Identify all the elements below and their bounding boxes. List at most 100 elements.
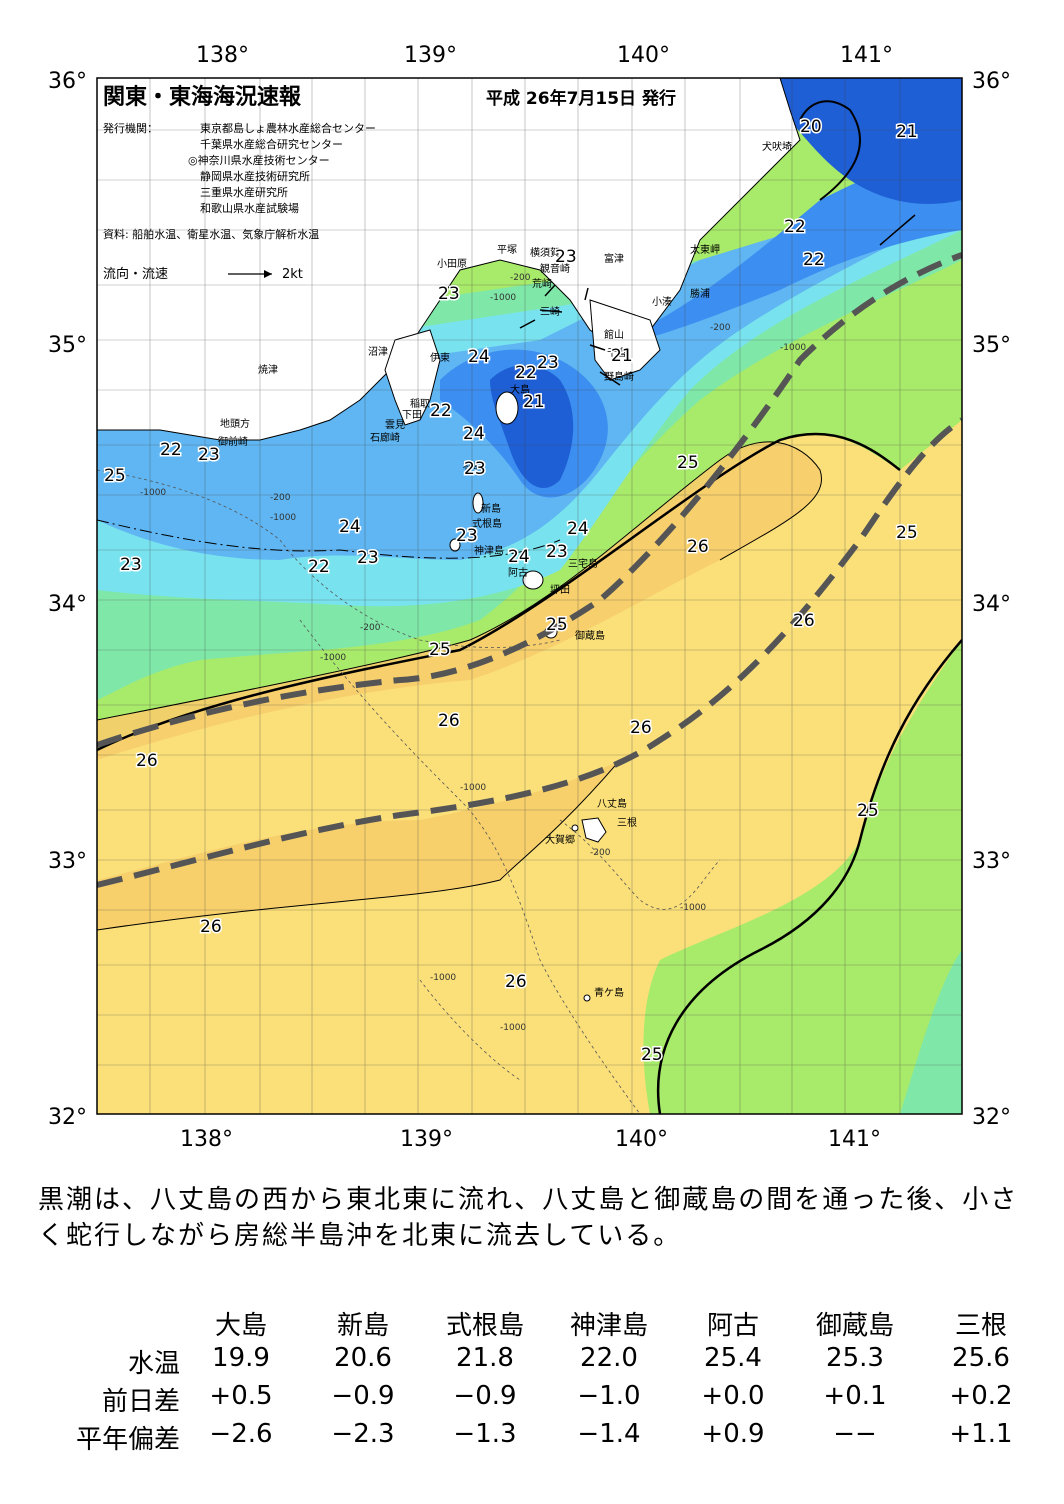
- publisher-6: 和歌山県水産試験場: [200, 201, 299, 215]
- isotherms: [97, 100, 962, 1114]
- table-cell: −−: [833, 1419, 877, 1449]
- svg-text:-1000: -1000: [430, 973, 456, 983]
- place-label: 三宅島: [568, 557, 598, 570]
- svg-text:-1000: -1000: [140, 488, 166, 498]
- isotherm-label: 26: [438, 711, 460, 731]
- place-label: 沼津: [368, 345, 388, 358]
- place-label: 焼津: [258, 364, 278, 376]
- table-cell: +0.1: [823, 1381, 887, 1411]
- svg-text:-1000: -1000: [680, 903, 706, 913]
- issue-date: 平成 26年7月15日 発行: [486, 88, 676, 109]
- arrow-head-icon: [264, 270, 272, 278]
- isotherm-label: 22: [784, 217, 806, 237]
- table-cell: +0.2: [949, 1381, 1013, 1411]
- isotherm-label: 23: [555, 247, 577, 267]
- column-header: 阿古: [706, 1311, 759, 1341]
- place-label: 石廊崎: [370, 431, 400, 444]
- isotherm-label: 21: [523, 392, 545, 412]
- isotherm-label: 22: [160, 440, 182, 460]
- lat-label-left: 35°: [48, 333, 87, 358]
- place-label: 雲見: [385, 419, 405, 431]
- temperature-fill: [97, 78, 962, 1114]
- isotherm-label: 24: [567, 519, 589, 539]
- map-frame: [96, 77, 963, 1115]
- svg-text:-1000: -1000: [320, 653, 346, 663]
- table-cell: −1.3: [453, 1419, 517, 1449]
- place-label: 勝浦: [690, 287, 710, 300]
- place-label: 三根: [617, 816, 637, 829]
- place-label: 御前崎: [218, 435, 248, 448]
- isotherm-label: 26: [505, 972, 527, 992]
- table-cell: −2.3: [331, 1419, 395, 1449]
- isotherm-label: 24: [508, 547, 530, 567]
- table-cell: −0.9: [331, 1381, 395, 1411]
- table-cell: 19.9: [212, 1343, 270, 1373]
- lat-label-right: 32°: [972, 1105, 1011, 1130]
- svg-text:-200: -200: [510, 273, 531, 283]
- isotherm-label: 23: [456, 526, 478, 546]
- isotherm-label: 20: [800, 117, 822, 137]
- table-cell: +0.5: [209, 1381, 273, 1411]
- isotherm-label: 21: [896, 122, 918, 142]
- publisher-2: 千葉県水産総合研究センター: [200, 137, 343, 151]
- flow-legend-scale: 2kt: [282, 267, 303, 282]
- isotherm-label: 24: [468, 347, 490, 367]
- isotherm-label: 22: [308, 557, 330, 577]
- place-label: 坪田: [550, 583, 570, 596]
- svg-text:-1000: -1000: [780, 343, 806, 353]
- svg-text:-200: -200: [590, 848, 611, 858]
- lat-label-right: 34°: [972, 592, 1011, 617]
- place-label: 野島崎: [604, 370, 634, 383]
- isotherm-label: 23: [198, 445, 220, 465]
- place-names: 犬吠埼 太東岬 勝浦 小湊 富津 横須賀 観音崎 平塚 小田原 荒崎 三崎 館山…: [218, 140, 792, 999]
- table-cell: 20.6: [334, 1343, 392, 1373]
- publisher-3: ◎神奈川県水産技術センター: [188, 153, 330, 167]
- place-label: 伊東: [430, 351, 450, 364]
- publisher-label: 発行機関：: [103, 121, 158, 135]
- place-label: 千倉: [607, 346, 627, 359]
- isotherm-label: 23: [120, 555, 142, 575]
- place-label: 平塚: [497, 244, 517, 256]
- publisher-1: 東京都島しょ農林水産総合センター: [200, 121, 376, 135]
- column-header: 式根島: [445, 1311, 524, 1341]
- table-cell: 22.0: [580, 1343, 638, 1373]
- isotherm-label: 26: [687, 537, 709, 557]
- table-cell: +0.9: [701, 1419, 765, 1449]
- lat-label-left: 34°: [48, 592, 87, 617]
- isotherm-label: 22: [803, 250, 825, 270]
- lon-label-bottom: 138°: [180, 1127, 233, 1152]
- lon-label-top: 141°: [840, 43, 893, 68]
- isotherm-label: 23: [546, 542, 568, 562]
- isotherm-label: 26: [630, 718, 652, 738]
- isotherm-label: 22: [430, 401, 452, 421]
- place-label: 小湊: [652, 295, 672, 308]
- svg-text:-1000: -1000: [490, 293, 516, 303]
- summary-text: 黒潮は、八丈島の西から東北東に流れ、八丈島と御蔵島の間を通った後、小さく蛇行しな…: [38, 1185, 1019, 1251]
- place-label: 新島: [481, 502, 501, 515]
- publisher-5: 三重県水産研究所: [200, 185, 288, 199]
- place-label: 神津島: [474, 544, 504, 557]
- place-label: 富津: [604, 252, 624, 265]
- svg-text:-200: -200: [710, 323, 731, 333]
- place-label: 太東岬: [690, 243, 720, 256]
- place-label: 下田: [402, 410, 422, 421]
- isotherm-label: 24: [339, 517, 361, 537]
- table-cell: 25.6: [952, 1343, 1010, 1373]
- isotherm-label: 25: [896, 523, 918, 543]
- place-label: 稲取: [410, 398, 430, 410]
- lon-label-bottom: 139°: [400, 1127, 453, 1152]
- isotherm-label: 21: [611, 346, 633, 366]
- lat-label-right: 35°: [972, 333, 1011, 358]
- place-label: 八丈島: [597, 797, 627, 810]
- depth-contours: [97, 469, 721, 1114]
- table-cell: 25.4: [704, 1343, 762, 1373]
- isotherm-label: 23: [357, 548, 379, 568]
- place-label: 大賀郷: [545, 833, 575, 846]
- data-source: 資料: 船舶水温、衛星水温、気象庁解析水温: [103, 227, 319, 241]
- place-label: 地頭方: [220, 417, 250, 430]
- isotherm-label: 24: [463, 424, 485, 444]
- svg-text:-200: -200: [270, 493, 291, 503]
- isotherm-label: 25: [546, 615, 568, 635]
- table-cell: −1.0: [577, 1381, 641, 1411]
- publisher-4: 静岡県水産技術研究所: [200, 169, 310, 183]
